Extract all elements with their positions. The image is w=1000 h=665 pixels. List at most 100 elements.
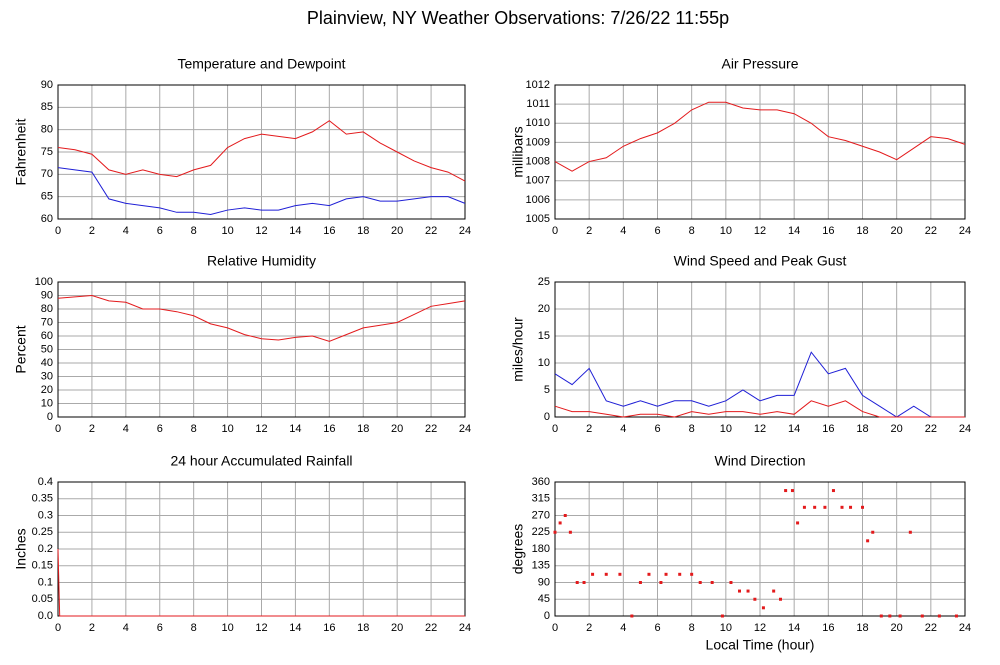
y-axis-label: millibars — [510, 126, 526, 177]
data-point — [761, 606, 765, 610]
x-tick-label: 4 — [620, 423, 626, 435]
x-tick-label: 6 — [157, 423, 163, 435]
x-tick-label: 16 — [323, 423, 335, 435]
x-tick-label: 16 — [822, 225, 834, 237]
y-tick-label: 360 — [532, 476, 550, 488]
y-tick-label: 80 — [41, 303, 53, 315]
y-tick-label: 0.05 — [32, 593, 53, 605]
y-tick-label: 85 — [41, 101, 53, 113]
x-tick-label: 0 — [552, 423, 558, 435]
data-point — [823, 505, 827, 509]
data-point — [908, 530, 912, 534]
data-point — [563, 514, 567, 517]
y-tick-label: 50 — [41, 343, 53, 355]
x-tick-label: 8 — [689, 622, 695, 634]
y-tick-label: 60 — [41, 330, 53, 342]
y-tick-label: 70 — [41, 316, 53, 328]
y-tick-label: 20 — [538, 303, 550, 315]
x-tick-label: 16 — [323, 622, 335, 634]
x-tick-label: 0 — [55, 622, 61, 634]
x-tick-label: 2 — [89, 423, 95, 435]
x-tick-label: 10 — [221, 423, 233, 435]
y-tick-label: 80 — [41, 124, 53, 136]
data-line — [57, 120, 466, 182]
y-tick-label: 0 — [544, 411, 550, 423]
data-point — [659, 581, 663, 584]
x-tick-label: 4 — [620, 225, 626, 237]
x-tick-label: 12 — [255, 423, 267, 435]
x-tick-label: 24 — [959, 225, 971, 237]
x-tick-label: 24 — [459, 423, 471, 435]
x-tick-label: 0 — [552, 225, 558, 237]
y-axis-label: Percent — [13, 325, 29, 373]
x-tick-label: 18 — [357, 225, 369, 237]
y-tick-label: 1005 — [526, 213, 550, 225]
x-tick-label: 24 — [959, 622, 971, 634]
y-tick-label: 0.1 — [38, 576, 53, 588]
x-tick-label: 2 — [586, 423, 592, 435]
y-tick-label: 315 — [532, 493, 550, 505]
data-point — [720, 614, 724, 618]
y-tick-label: 100 — [35, 276, 53, 288]
y-tick-label: 10 — [538, 357, 550, 369]
data-point — [784, 489, 788, 493]
data-point — [779, 597, 782, 601]
y-tick-label: 0.2 — [38, 543, 53, 555]
data-point — [888, 614, 892, 618]
x-tick-label: 6 — [654, 423, 660, 435]
x-tick-label: 12 — [754, 225, 766, 237]
y-tick-label: 0 — [544, 610, 550, 622]
x-tick-label: 14 — [788, 423, 800, 435]
data-point — [729, 581, 733, 584]
data-point — [813, 505, 817, 509]
x-tick-label: 0 — [55, 423, 61, 435]
y-tick-label: 0.25 — [32, 526, 53, 538]
plot-frame — [57, 281, 466, 418]
x-tick-label: 10 — [720, 423, 732, 435]
x-tick-label: 0 — [552, 622, 558, 634]
plot-frame — [554, 281, 966, 418]
x-tick-label: 22 — [925, 423, 937, 435]
y-axis-label: miles/hour — [510, 317, 526, 382]
plot-frame — [554, 84, 966, 220]
x-tick-label: 8 — [191, 423, 197, 435]
y-tick-label: 90 — [538, 576, 550, 588]
data-line — [57, 294, 466, 342]
x-tick-label: 8 — [689, 423, 695, 435]
y-tick-label: 45 — [538, 593, 550, 605]
x-tick-label: 20 — [391, 622, 403, 634]
data-point — [746, 589, 750, 593]
data-point — [898, 614, 902, 618]
x-tick-label: 10 — [720, 225, 732, 237]
data-point — [698, 581, 702, 584]
data-point — [630, 614, 634, 618]
y-tick-label: 25 — [538, 276, 550, 288]
x-tick-label: 12 — [255, 622, 267, 634]
x-tick-label: 22 — [425, 423, 437, 435]
data-point — [879, 614, 883, 618]
x-tick-label: 24 — [459, 622, 471, 634]
x-tick-label: 14 — [289, 622, 301, 634]
y-tick-label: 1010 — [526, 117, 550, 129]
x-tick-label: 6 — [157, 622, 163, 634]
data-point — [664, 572, 668, 576]
x-tick-label: 4 — [123, 423, 129, 435]
x-tick-label: 22 — [925, 225, 937, 237]
x-tick-label: 20 — [891, 225, 903, 237]
panel-title: 24 hour Accumulated Rainfall — [170, 453, 352, 469]
data-point — [802, 505, 806, 509]
y-tick-label: 0 — [47, 411, 53, 423]
data-point — [678, 572, 682, 576]
data-point — [647, 572, 651, 576]
data-point — [568, 530, 572, 534]
y-tick-label: 10 — [41, 397, 53, 409]
y-tick-label: 15 — [538, 330, 550, 342]
panel-title: Relative Humidity — [207, 253, 316, 269]
y-tick-label: 0.0 — [38, 610, 53, 622]
y-tick-label: 270 — [532, 509, 550, 521]
x-tick-label: 22 — [925, 622, 937, 634]
data-point — [638, 581, 642, 584]
x-tick-label: 2 — [586, 622, 592, 634]
x-tick-label: 16 — [822, 622, 834, 634]
data-line — [57, 548, 465, 617]
